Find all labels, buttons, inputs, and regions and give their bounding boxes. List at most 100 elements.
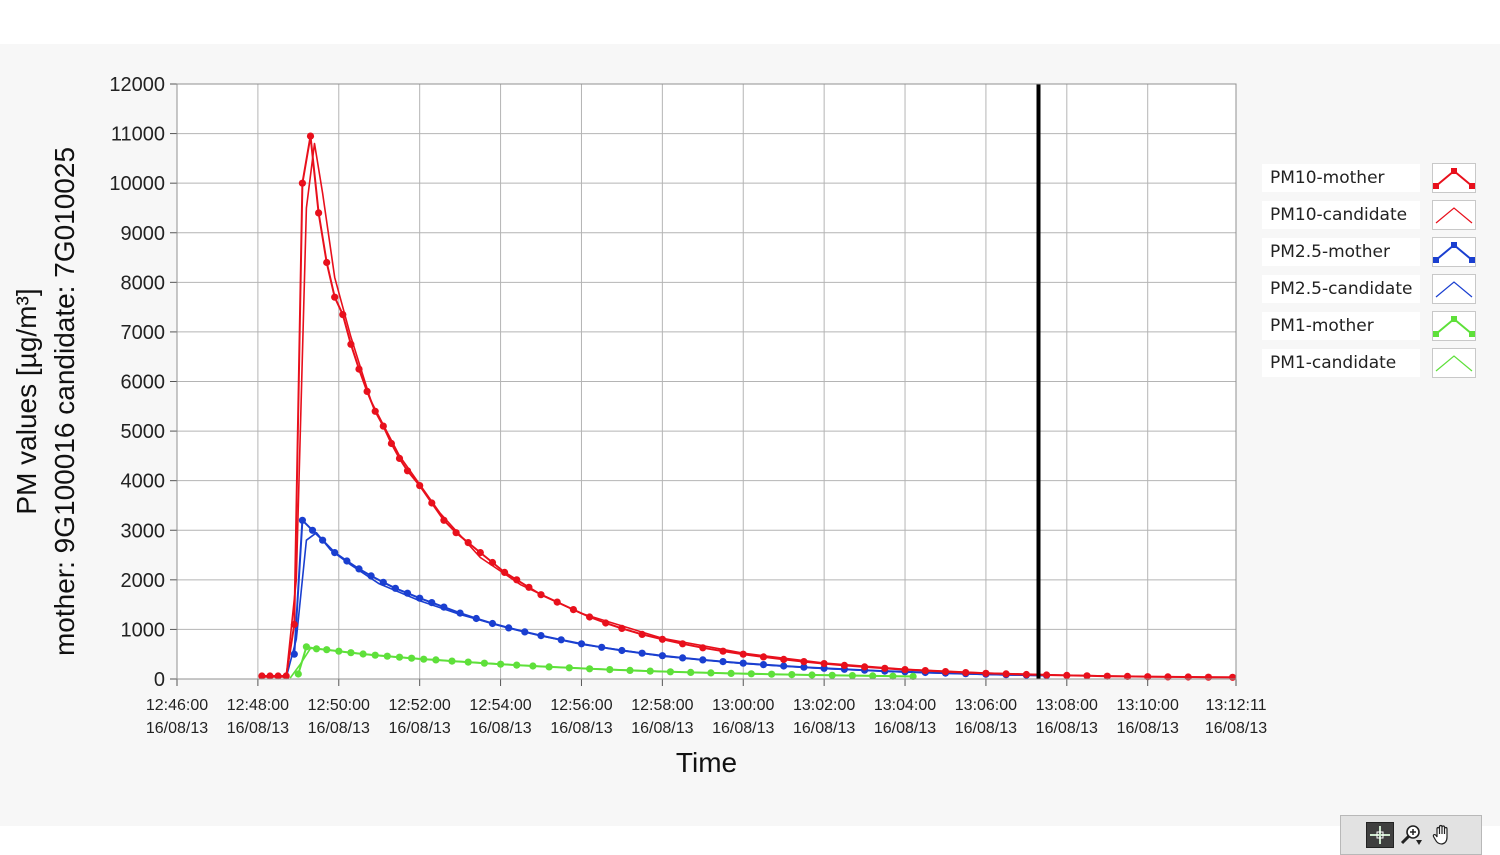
data-point [719,647,727,655]
y-tick-label: 4000 [121,471,166,493]
x-tick-date-label: 16/08/13 [550,720,612,737]
data-point [586,613,594,621]
legend-item[interactable]: PM2.5-candidate [1262,270,1478,307]
x-tick-date-label: 16/08/13 [469,720,531,737]
legend-swatch[interactable] [1432,310,1476,341]
x-tick-date-label: 16/08/13 [955,720,1017,737]
data-point [982,669,990,677]
legend-label: PM10-mother [1262,163,1420,192]
data-point [1123,672,1132,681]
x-tick-date-label: 16/08/13 [712,720,774,737]
data-point [339,311,347,319]
legend-swatch[interactable] [1432,347,1476,378]
plot-legend: PM10-mother PM10-candidate PM2.5-mother PM2… [1262,159,1478,381]
zoom-button[interactable] [1397,822,1425,848]
data-point [452,529,460,537]
x-tick-date-label: 16/08/13 [146,720,208,737]
legend-label: PM10-candidate [1262,200,1420,229]
series-PM1-candidate [289,647,914,679]
pan-hand-icon [1432,824,1448,845]
y-tick-label: 12000 [109,74,165,96]
axes: 0 1000 2000 3000 4000 5000 6000 7000 8000 9000 100… [109,74,1267,737]
data-point [780,655,788,664]
data-point [553,598,561,606]
legend-label: PM1-candidate [1262,348,1420,377]
series-layer [258,132,1237,681]
data-point [323,258,331,267]
data-point [282,672,290,680]
y-tick-label: 2000 [121,570,166,592]
legend-label: PM2.5-candidate [1262,274,1420,303]
data-point [881,664,889,672]
data-point [290,620,298,629]
data-point [355,365,363,373]
cursor-mover-button[interactable] [1366,822,1394,848]
x-tick-time-label: 12:56:00 [550,697,612,714]
data-point [331,293,339,301]
data-point [901,666,909,674]
data-point [1002,670,1010,678]
y-axis-title: PM values [µg/m³] [11,288,42,514]
x-tick-date-label: 16/08/13 [631,720,693,737]
series-PM2.5-candidate [285,531,1047,678]
zoom-icon [1400,825,1422,845]
x-tick-time-label: 13:04:00 [874,697,936,714]
legend-item[interactable]: PM1-candidate [1262,344,1478,381]
y-tick-label: 9000 [121,223,166,245]
data-point [921,667,929,675]
pm-chart: 0 1000 2000 3000 4000 5000 6000 7000 8000 9000 100… [11,74,1267,778]
data-point [962,669,970,677]
legend-swatch-glyph [1435,354,1473,371]
legend-swatch[interactable] [1432,199,1476,230]
cursor-mover-icon [1370,826,1390,844]
x-tick-time-label: 13:12:11 [1205,697,1266,714]
plot-frame [176,83,1237,680]
x-tick-time-label: 13:00:00 [712,697,774,714]
data-point [569,606,578,614]
x-tick-time-label: 12:58:00 [631,697,693,714]
legend-swatch[interactable] [1432,273,1476,304]
legend-item[interactable]: PM2.5-mother [1262,233,1478,270]
legend-item[interactable]: PM10-candidate [1262,196,1478,233]
y-tick-label: 7000 [121,322,166,344]
data-point [379,422,387,430]
data-point [1184,673,1192,681]
data-point [537,591,545,599]
data-point [298,179,306,187]
data-point [464,539,472,547]
data-point [699,644,707,652]
data-point [941,668,950,676]
y-tick-label: 11000 [111,124,165,146]
data-point [308,526,317,534]
legend-item[interactable]: PM1-mother [1262,307,1478,344]
x-tick-date-label: 16/08/13 [874,720,936,737]
legend-label: PM2.5-mother [1262,237,1420,266]
data-point [840,661,849,670]
x-tick-time-label: 12:46:00 [146,697,208,714]
x-axis-title: Time [676,747,737,778]
data-point [1022,670,1030,679]
data-point [347,340,355,348]
x-tick-date-label: 16/08/13 [389,720,451,737]
data-point [294,670,302,678]
legend-swatch-glyph [1435,280,1473,297]
data-point [861,663,869,671]
grid-lines [176,83,1237,680]
legend-swatch[interactable] [1432,162,1476,193]
data-point [602,619,610,627]
data-point [403,467,412,475]
data-point [395,454,404,462]
pan-button[interactable] [1428,822,1456,848]
data-point [1063,671,1071,680]
legend-swatch[interactable] [1432,236,1476,267]
x-tick-time-label: 12:48:00 [227,697,289,714]
legend-item[interactable]: PM10-mother [1262,159,1478,196]
data-point [525,583,533,591]
data-point [618,624,626,633]
legend-label: PM1-mother [1262,311,1420,340]
x-tick-date-label: 16/08/13 [1036,720,1098,737]
x-tick-time-label: 12:50:00 [308,697,370,714]
data-point [1229,673,1237,681]
y-axis-subtitle: mother: 9G100016 candidate: 7G010025 [49,147,80,656]
data-point [306,132,315,140]
